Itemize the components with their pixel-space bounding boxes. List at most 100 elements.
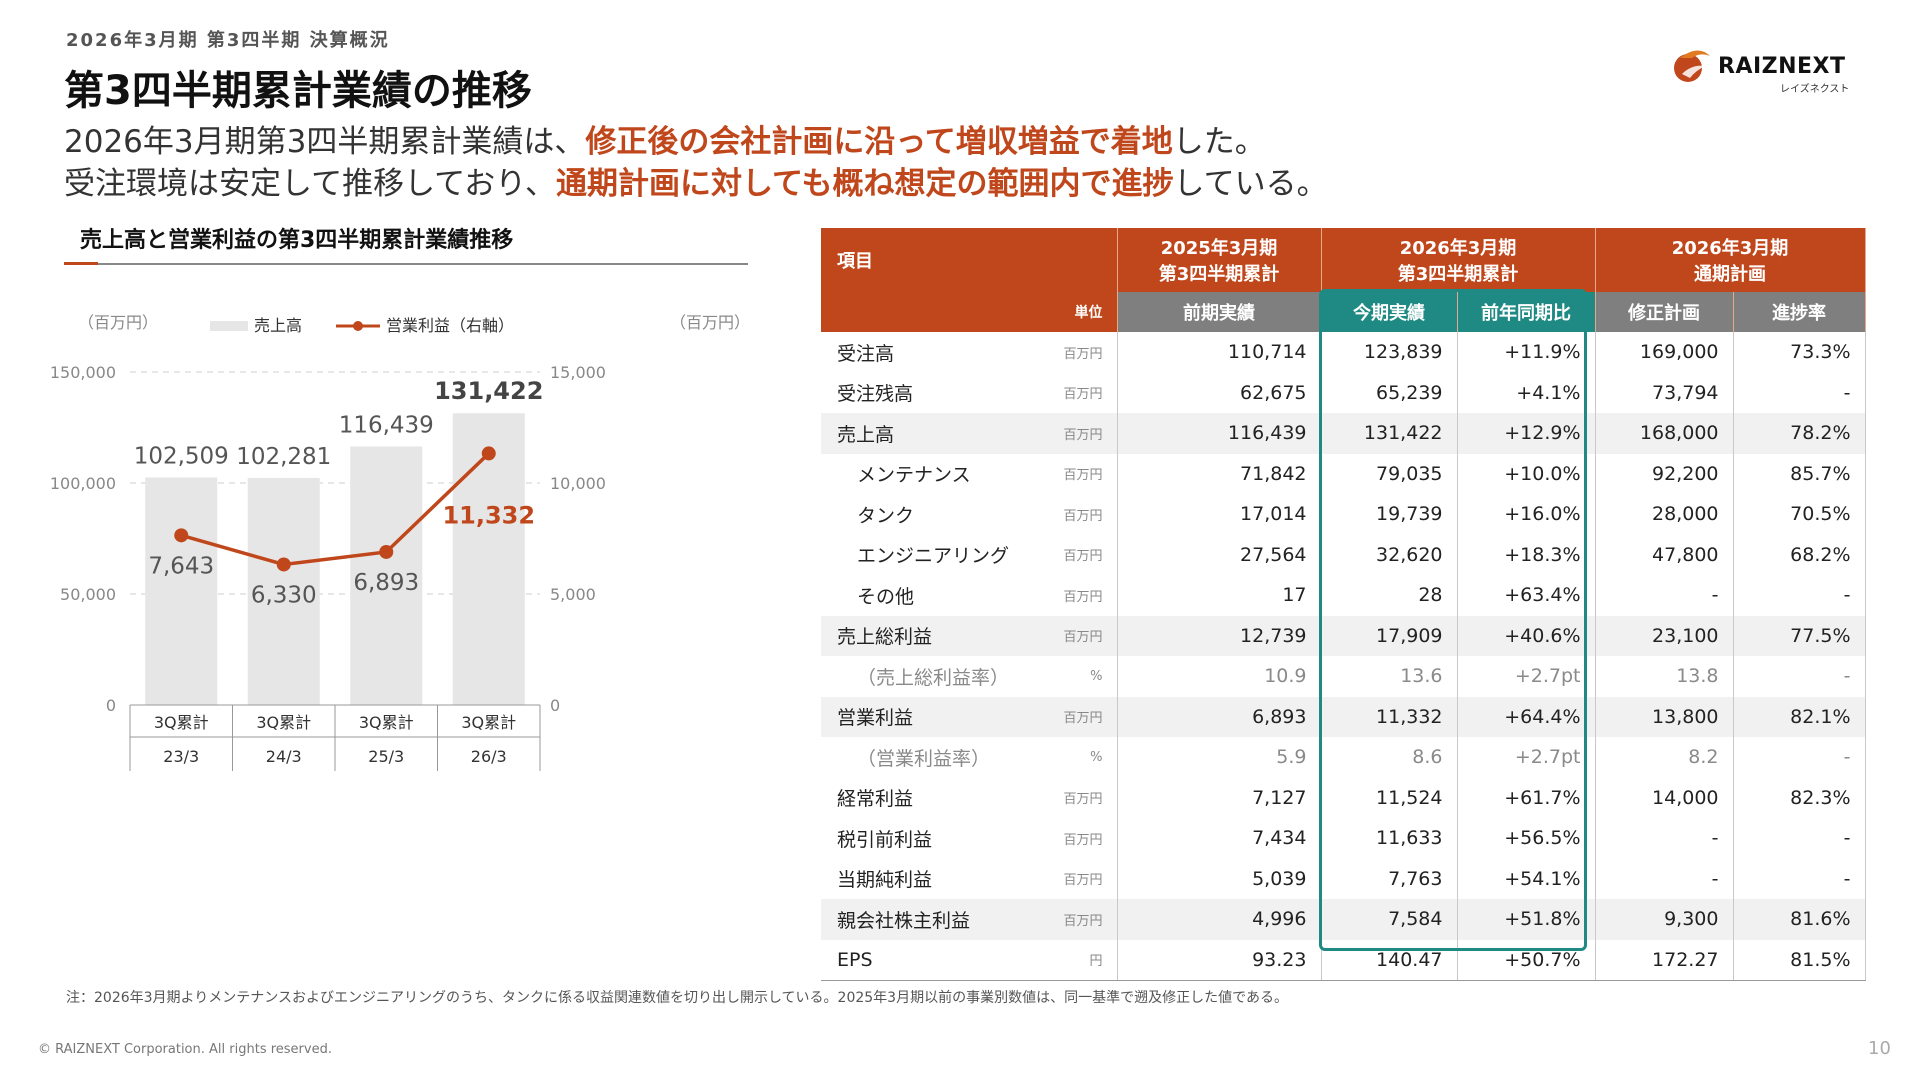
table-row: その他 百万円 17 28 +63.4% - - [821,575,1866,616]
table-row: EPS 円 93.23 140.47 +50.7% 172.27 81.5% [821,939,1866,981]
x-category-period: 26/3 [471,747,507,766]
row-label: その他 [857,585,915,608]
row-label: 税引前利益 [837,828,933,851]
row-unit: 百万円 [1035,858,1118,899]
company-logo: RAIZNEXT レイズネクスト [1670,40,1860,96]
left-tick-label: 50,000 [60,585,116,604]
row-unit: 百万円 [1035,413,1118,454]
cell-plan: 9,300 [1595,899,1734,940]
sales-bar [350,446,423,705]
operating-profit-line [180,452,490,567]
legend-line-label: 営業利益（右軸） [386,316,514,335]
operating-profit-point [174,528,189,543]
table-row: タンク 百万円 17,014 19,739 +16.0% 28,000 70.5% [821,494,1866,535]
operating-profit-label: 11,332 [442,501,535,529]
table-row: エンジニアリング 百万円 27,564 32,620 +18.3% 47,800 68.2% [821,534,1866,575]
cell-curr: 65,239 [1321,372,1458,413]
header-plan: 2026年3月期 通期計画 [1595,228,1866,292]
cell-curr: 8.6 [1321,737,1458,778]
header-curr: 今期実績 [1321,292,1458,332]
row-unit: 百万円 [1035,818,1118,859]
row-label: 受注残高 [837,383,914,406]
page-number: 10 [1868,1038,1891,1059]
row-label: 親会社株主利益 [821,899,1035,940]
row-unit: 百万円 [1035,332,1118,373]
cell-prev: 110,714 [1117,332,1322,373]
cell-progress: - [1733,737,1866,778]
header-fy2025: 2025年3月期 第3四半期累計 [1117,228,1322,292]
row-unit: 円 [1035,939,1118,981]
table-row: メンテナンス 百万円 71,842 79,035 +10.0% 92,200 85.7% [821,453,1866,494]
left-tick-label: 0 [106,696,116,715]
header-fy2025-line1: 2025年3月期 [1160,238,1278,259]
chart-title-accent [64,262,98,265]
cell-prev: 6,893 [1117,696,1322,737]
left-axis-unit: （百万円） [78,313,158,332]
cell-yoy: +2.7pt [1457,737,1596,778]
row-label: 営業利益 [821,696,1035,737]
cell-curr: 140.47 [1321,939,1458,981]
chart-title-underline [64,263,748,265]
cell-yoy: +56.5% [1457,818,1596,859]
cell-plan: 14,000 [1595,777,1734,818]
cell-yoy: +10.0% [1457,453,1596,494]
right-axis-unit: （百万円） [670,313,750,332]
cell-progress: - [1733,818,1866,859]
logo-subtitle: レイズネクスト [1780,84,1850,95]
cell-yoy: +18.3% [1457,534,1596,575]
lead-line-1-post: した。 [1172,124,1266,160]
cell-prev: 10.9 [1117,656,1322,697]
table-row: 経常利益 百万円 7,127 11,524 +61.7% 14,000 82.3% [821,777,1866,818]
cell-yoy: +54.1% [1457,858,1596,899]
lead-line-1-pre: 2026年3月期第3四半期累計業績は、 [64,124,586,160]
cell-curr: 131,422 [1321,413,1458,454]
table-row: 営業利益 百万円 6,893 11,332 +64.4% 13,800 82.1% [821,696,1866,737]
cell-progress: 73.3% [1733,332,1866,373]
row-unit: 百万円 [1035,575,1118,616]
row-unit: % [1035,656,1118,697]
cell-plan: - [1595,858,1734,899]
operating-profit-point [481,446,496,461]
cell-progress: - [1733,372,1866,413]
legend-bar-swatch [210,321,248,331]
cell-plan: 169,000 [1595,332,1734,373]
copyright: © RAIZNEXT Corporation. All rights reser… [38,1042,332,1057]
table-row: （売上総利益率）% 10.9 13.6 +2.7pt 13.8- [821,656,1866,697]
cell-curr: 11,633 [1321,818,1458,859]
table-row: 親会社株主利益 百万円 4,996 7,584 +51.8% 9,300 81.6% [821,899,1866,940]
cell-yoy: +51.8% [1457,899,1596,940]
sales-bar-label: 116,439 [339,413,434,439]
sales-profit-chart: （百万円） （百万円） 売上高 営業利益（右軸） 0 50,000 100,000 1… [50,313,750,771]
cell-curr: 13.6 [1321,656,1458,697]
results-table: 項目 2025年3月期 第3四半期累計 2026年3月期 第3四半期累計 2026年… [821,228,1866,981]
x-category-label: 3Q累計 [256,713,311,732]
lead-line-2-highlight: 通期計画に対しても概ね想定の範囲内で進捗 [555,166,1174,202]
cell-plan: 23,100 [1595,615,1734,656]
sales-bar-label: 102,281 [236,444,331,470]
table-row: 売上総利益 百万円 12,739 17,909 +40.6% 23,100 77.5% [821,615,1866,656]
cell-curr: 7,763 [1321,858,1458,899]
cell-yoy: +63.4% [1457,575,1596,616]
cell-prev: 5,039 [1117,858,1322,899]
cell-yoy: +11.9% [1457,332,1596,373]
row-label: タンク [857,504,915,527]
row-label: エンジニアリング [857,545,1010,568]
cell-prev: 93.23 [1117,939,1322,981]
cell-prev: 27,564 [1117,534,1322,575]
sales-bar-label: 131,422 [434,377,543,405]
chart-title: 売上高と営業利益の第3四半期累計業績推移 [80,228,514,253]
results-table-container: 項目 2025年3月期 第3四半期累計 2026年3月期 第3四半期累計 2026年… [821,228,1866,981]
cell-progress: 77.5% [1733,615,1866,656]
cell-progress: 82.1% [1733,696,1866,737]
header-plan-line1: 2026年3月期 [1671,238,1789,259]
operating-profit-point [379,544,394,559]
cell-plan: 47,800 [1595,534,1734,575]
cell-plan: - [1595,818,1734,859]
row-label: （営業利益率） [857,747,991,770]
cell-plan: 13.8 [1595,656,1734,697]
cell-curr: 32,620 [1321,534,1458,575]
row-label: メンテナンス [857,464,971,487]
cell-curr: 11,332 [1321,696,1458,737]
sales-bar [452,413,525,705]
header-unit: 単位 [821,292,1118,332]
